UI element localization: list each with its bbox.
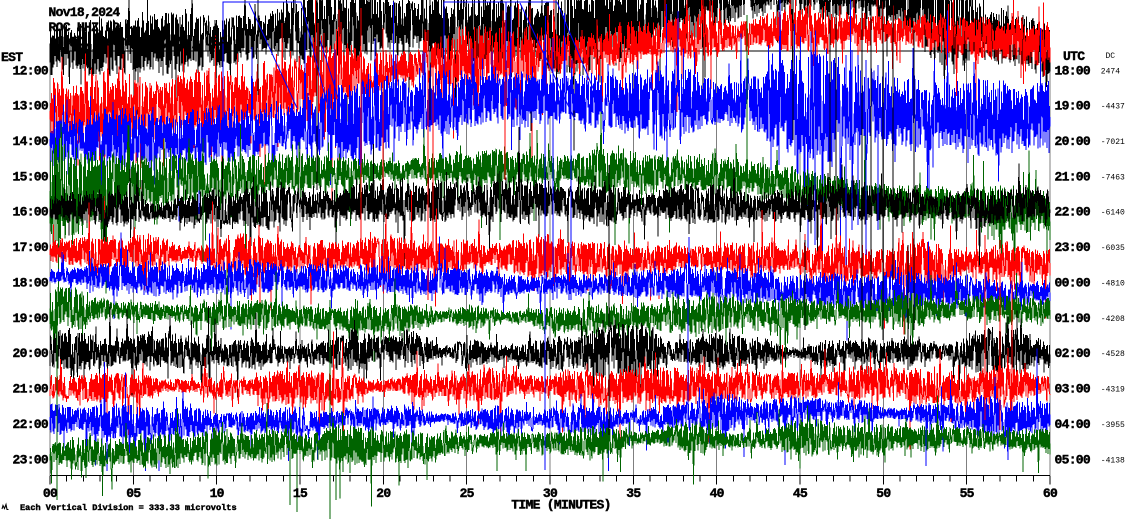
svg-text:01:00: 01:00 bbox=[1055, 311, 1091, 326]
svg-text:-6035: -6035 bbox=[1101, 244, 1125, 253]
svg-text:-7463: -7463 bbox=[1101, 173, 1125, 182]
svg-text:19:00: 19:00 bbox=[1055, 99, 1091, 114]
svg-text:35: 35 bbox=[626, 486, 641, 501]
svg-text:23:00: 23:00 bbox=[13, 452, 49, 467]
svg-text:22:00: 22:00 bbox=[13, 417, 49, 432]
svg-text:05: 05 bbox=[126, 486, 141, 501]
svg-text:04:00: 04:00 bbox=[1055, 417, 1091, 432]
svg-text:-4138: -4138 bbox=[1101, 456, 1125, 465]
svg-text:-4528: -4528 bbox=[1101, 350, 1125, 359]
svg-text:-4437: -4437 bbox=[1101, 103, 1125, 112]
svg-text:60: 60 bbox=[1043, 486, 1058, 501]
svg-text:TIME (MINUTES): TIME (MINUTES) bbox=[511, 498, 610, 513]
svg-text:00:00: 00:00 bbox=[1055, 275, 1091, 290]
svg-text:22:00: 22:00 bbox=[1055, 205, 1091, 220]
svg-text:15: 15 bbox=[293, 486, 308, 501]
svg-text:50: 50 bbox=[876, 486, 891, 501]
svg-text:20:00: 20:00 bbox=[13, 346, 49, 361]
svg-text:10: 10 bbox=[210, 486, 225, 501]
svg-text:05:00: 05:00 bbox=[1055, 452, 1091, 467]
svg-text:UTC: UTC bbox=[1063, 49, 1085, 64]
svg-text:21:00: 21:00 bbox=[1055, 169, 1091, 184]
svg-text:EST: EST bbox=[1, 50, 23, 65]
svg-text:14:00: 14:00 bbox=[13, 134, 49, 149]
svg-text:Each Vertical Division = 333.: Each Vertical Division = 333.33 microvol… bbox=[20, 503, 237, 513]
svg-text:25: 25 bbox=[460, 486, 475, 501]
svg-text:30: 30 bbox=[543, 486, 558, 501]
svg-text:03:00: 03:00 bbox=[1055, 382, 1091, 397]
svg-text:23:00: 23:00 bbox=[1055, 240, 1091, 255]
svg-text:55: 55 bbox=[960, 486, 975, 501]
svg-text:00: 00 bbox=[43, 486, 58, 501]
svg-text:20:00: 20:00 bbox=[1055, 134, 1091, 149]
svg-text:-4810: -4810 bbox=[1101, 279, 1125, 288]
svg-text:17:00: 17:00 bbox=[13, 240, 49, 255]
svg-text:-4319: -4319 bbox=[1101, 386, 1125, 395]
svg-text:-7021: -7021 bbox=[1101, 138, 1125, 147]
svg-text:02:00: 02:00 bbox=[1055, 346, 1091, 361]
svg-text:18:00: 18:00 bbox=[1055, 63, 1091, 78]
svg-text:21:00: 21:00 bbox=[13, 382, 49, 397]
svg-text:15:00: 15:00 bbox=[13, 169, 49, 184]
svg-text:20: 20 bbox=[376, 486, 391, 501]
svg-text:13:00: 13:00 bbox=[13, 99, 49, 114]
svg-text:40: 40 bbox=[710, 486, 725, 501]
svg-text:ROC HHZ LD --: ROC HHZ LD -- bbox=[49, 20, 141, 35]
svg-text:DC: DC bbox=[1106, 52, 1116, 61]
svg-text:(LDEO, Rochester, NY, USA): (LDEO, Rochester, NY, USA) bbox=[49, 35, 234, 50]
svg-text:19:00: 19:00 bbox=[13, 311, 49, 326]
svg-text:12:00: 12:00 bbox=[13, 63, 49, 78]
svg-text:-6140: -6140 bbox=[1101, 209, 1125, 218]
svg-text:Nov18,2024: Nov18,2024 bbox=[49, 5, 121, 20]
svg-text:45: 45 bbox=[793, 486, 808, 501]
svg-text:-3955: -3955 bbox=[1101, 421, 1125, 430]
svg-text:18:00: 18:00 bbox=[13, 275, 49, 290]
svg-text:2474: 2474 bbox=[1101, 67, 1120, 76]
svg-text:-4208: -4208 bbox=[1101, 315, 1125, 324]
svg-text:16:00: 16:00 bbox=[13, 205, 49, 220]
